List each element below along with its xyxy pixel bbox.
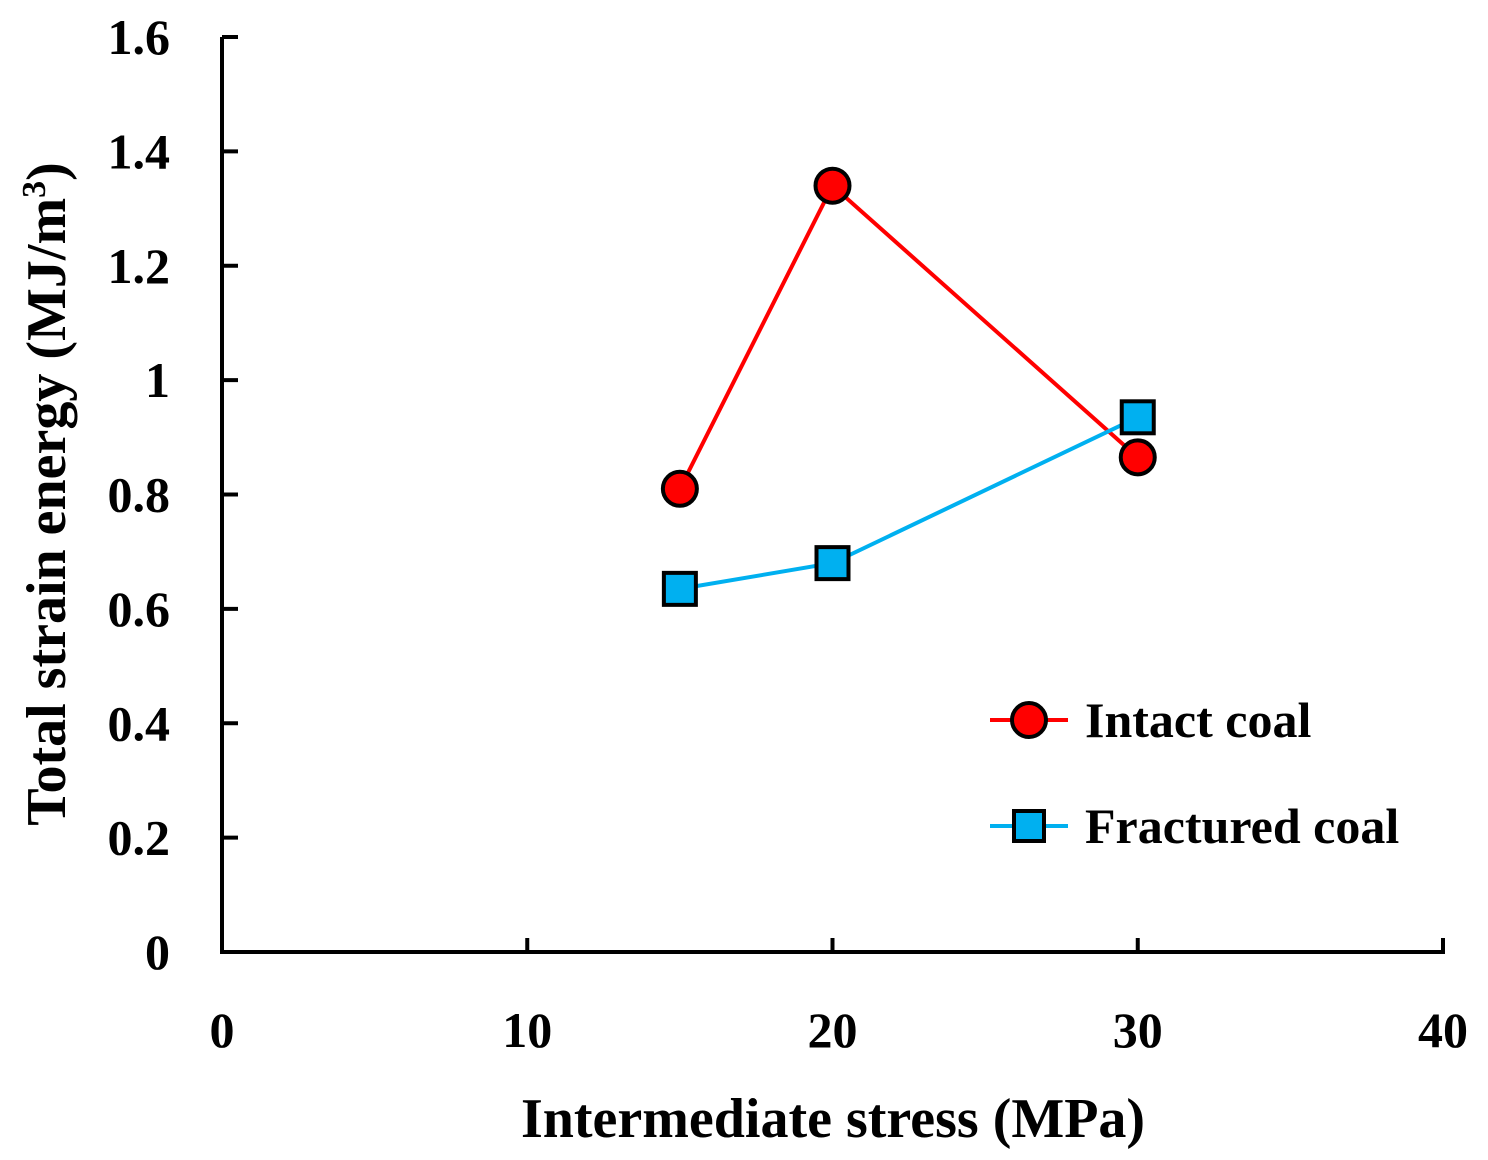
legend: Intact coal Fractured coal [990,692,1399,854]
x-tick-label: 20 [808,1002,858,1058]
data-point-intact-coal [660,469,699,508]
y-tick-label: 0.6 [108,581,171,637]
legend-label-intact-coal: Intact coal [1085,692,1311,748]
y-axis-label-close: ) [16,162,78,181]
y-axis-label-group: Total strain energy (MJ/m3) [16,162,78,826]
y-tick-label: 0.2 [108,810,171,866]
y-tick-label: 0.4 [108,695,171,751]
data-point-fractured-coal [814,545,851,582]
legend-item-intact-coal: Intact coal [990,692,1311,748]
legend-item-fractured-coal: Fractured coal [990,798,1399,854]
series-fractured-coal [661,399,1156,607]
y-tick-label: 1.4 [108,123,171,179]
y-tick-label: 1 [145,352,170,408]
x-tick-label: 0 [210,1002,235,1058]
y-axis-ticks: 0 0.2 0.4 0.6 0.8 1 1.2 1.4 1.6 [108,9,238,980]
y-axis-label-main: Total strain energy (MJ/m [16,198,78,826]
x-axis-label: Intermediate stress (MPa) [521,1088,1145,1150]
y-tick-label: 1.2 [108,238,171,294]
x-tick-label: 40 [1418,1002,1468,1058]
x-tick-label: 10 [502,1002,552,1058]
y-axis-label: Total strain energy (MJ/m3) [16,162,78,826]
data-point-intact-coal [813,166,852,205]
data-point-fractured-coal [1119,399,1156,436]
x-axis-ticks: 0 10 20 30 40 [210,938,1468,1058]
y-axis-label-superscript: 3 [16,181,53,198]
series-line-fractured-coal [679,415,1139,591]
series-layer [660,166,1157,607]
legend-label-fractured-coal: Fractured coal [1085,798,1399,854]
y-tick-label: 0.8 [108,467,171,523]
y-tick-label: 0 [145,924,170,980]
legend-marker-fractured-coal [1012,809,1046,843]
series-line-intact-coal [678,182,1140,490]
data-point-fractured-coal [661,570,698,607]
legend-marker-intact-coal [1010,701,1048,739]
x-tick-label: 30 [1113,1002,1163,1058]
y-tick-label: 1.6 [108,9,171,65]
series-intact-coal [660,166,1157,508]
data-point-intact-coal [1118,438,1157,477]
